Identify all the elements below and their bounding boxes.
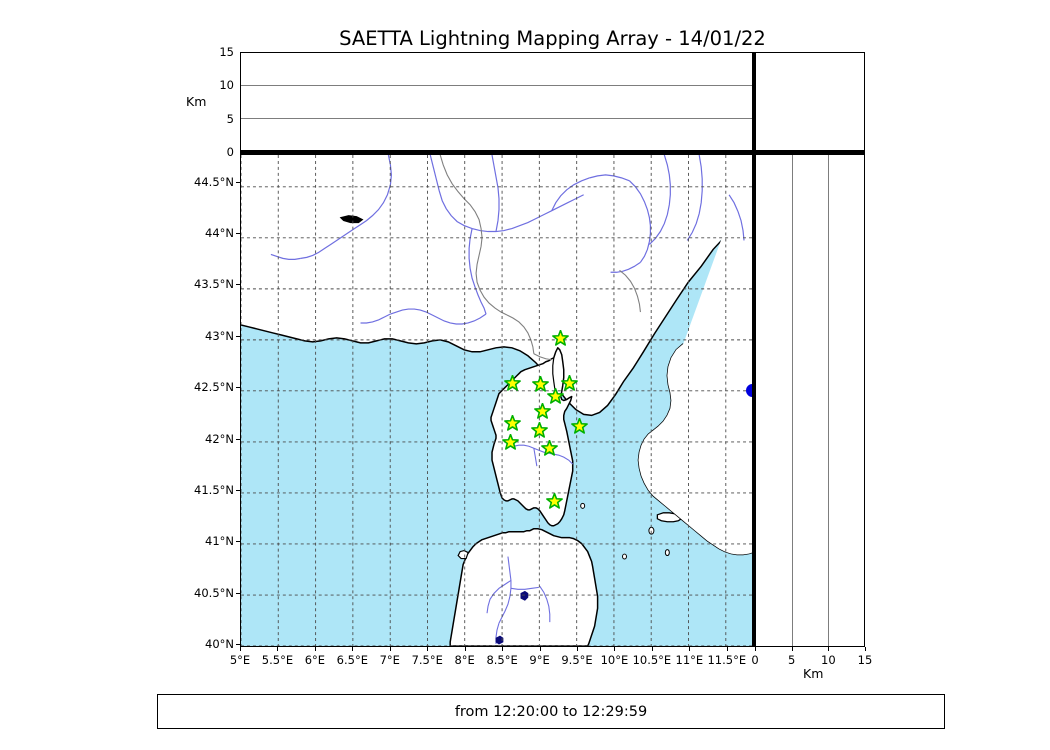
- map-geography: [241, 155, 752, 646]
- map-xtick-label: 8°E: [454, 653, 475, 667]
- station-marker[interactable]: [504, 374, 522, 392]
- map-ytick-label: 42°N: [205, 431, 234, 446]
- altitude-latitude-panel[interactable]: [755, 153, 865, 647]
- map-ytick-label: 43°N: [205, 328, 234, 343]
- right-xtick-label: 15: [857, 653, 873, 667]
- vhf-source-point[interactable]: [745, 383, 752, 397]
- map-xtick-label: 8.5°E: [486, 653, 518, 667]
- right-gridline-10: [827, 155, 829, 646]
- map-ytick-mark: [236, 541, 240, 543]
- map-ytick-label: 40°N: [205, 636, 234, 651]
- altitude-histogram-panel[interactable]: [755, 52, 865, 152]
- station-marker[interactable]: [503, 414, 521, 432]
- right-panel-axis-label: Km: [803, 666, 824, 681]
- map-xtick-mark: [314, 647, 316, 651]
- map-ytick-mark: [236, 233, 240, 235]
- right-xtick-mark: [828, 647, 830, 651]
- right-xtick-label: 10: [821, 653, 836, 667]
- map-xtick-label: 5°E: [229, 653, 251, 667]
- top-gridline-5: [241, 117, 752, 119]
- map-xtick-mark: [614, 647, 616, 651]
- top-panel-axis-label: Km: [186, 94, 207, 109]
- right-xtick-mark: [791, 647, 793, 651]
- right-gridline-5: [791, 155, 793, 646]
- map-xtick-mark: [726, 647, 728, 651]
- map-ytick-label: 42.5°N: [194, 380, 234, 395]
- map-xtick-label: 7°E: [379, 653, 400, 667]
- map-ytick-mark: [236, 181, 240, 183]
- station-marker[interactable]: [547, 387, 564, 405]
- map-ytick-label: 44°N: [205, 226, 234, 241]
- station-marker[interactable]: [551, 330, 569, 347]
- map-ytick-mark: [236, 643, 240, 645]
- top-ytick-label: 5: [226, 111, 234, 126]
- map-ytick-label: 40.5°N: [194, 585, 234, 600]
- map-xtick-mark: [240, 647, 241, 651]
- right-xtick-label: 0: [751, 653, 759, 667]
- station-marker[interactable]: [533, 403, 551, 420]
- top-ytick-label: 0: [226, 145, 234, 159]
- map-xtick-label: 9.5°E: [561, 653, 593, 667]
- top-gridline-10: [241, 85, 752, 87]
- map-xtick-label: 10°E: [600, 653, 629, 667]
- map-xtick-mark: [651, 647, 653, 651]
- map-xtick-mark: [577, 647, 578, 651]
- map-xtick-mark: [389, 647, 391, 651]
- station-marker[interactable]: [571, 417, 588, 435]
- altitude-longitude-panel[interactable]: [240, 52, 753, 152]
- map-xtick-mark: [352, 647, 354, 651]
- map-xtick-mark: [277, 647, 279, 651]
- station-marker[interactable]: [530, 421, 548, 439]
- map-xtick-label: 11°E: [675, 653, 704, 667]
- map-ytick-mark: [236, 387, 240, 389]
- top-ytick-label: 10: [219, 78, 234, 93]
- map-xtick-label: 9°E: [529, 653, 550, 667]
- status-bar[interactable]: from 12:20:00 to 12:29:59: [157, 694, 945, 729]
- map-ytick-label: 44.5°N: [194, 174, 234, 189]
- right-xtick-label: 5: [787, 653, 796, 667]
- map-xtick-mark: [464, 647, 466, 651]
- map-ytick-mark: [236, 592, 240, 594]
- map-xtick-label: 6.5°E: [336, 653, 368, 667]
- map-ytick-mark: [236, 489, 240, 491]
- panel-separator-horizontal: [240, 151, 865, 154]
- page-title: SAETTA Lightning Mapping Array - 14/01/2…: [339, 27, 766, 50]
- map-xtick-label: 5.5°E: [261, 653, 294, 667]
- station-marker[interactable]: [545, 492, 563, 510]
- map-panel[interactable]: [240, 153, 753, 647]
- map-ytick-label: 41°N: [205, 534, 234, 549]
- map-xtick-label: 6°E: [304, 653, 326, 667]
- right-xtick-mark: [865, 647, 866, 651]
- map-xtick-label: 10.5°E: [632, 653, 672, 667]
- status-text: from 12:20:00 to 12:29:59: [454, 703, 648, 720]
- map-ytick-mark: [236, 284, 240, 286]
- station-marker[interactable]: [541, 440, 558, 457]
- station-marker[interactable]: [532, 375, 549, 393]
- map-xtick-mark: [689, 647, 691, 651]
- map-xtick-mark: [427, 647, 429, 651]
- map-xtick-mark: [539, 647, 541, 651]
- map-xtick-label: 7.5°E: [411, 653, 443, 667]
- map-xtick-label: 11.5°E: [707, 653, 747, 667]
- panel-separator-vertical: [752, 52, 755, 647]
- map-ytick-label: 43.5°N: [194, 277, 234, 292]
- map-ytick-mark: [236, 438, 240, 440]
- right-xtick-mark: [755, 647, 756, 651]
- map-ytick-label: 41.5°N: [194, 482, 234, 497]
- top-ytick-label: 15: [219, 45, 234, 59]
- station-marker[interactable]: [560, 374, 578, 392]
- map-xtick-mark: [502, 647, 504, 651]
- map-ytick-mark: [236, 335, 240, 337]
- station-marker[interactable]: [502, 434, 520, 451]
